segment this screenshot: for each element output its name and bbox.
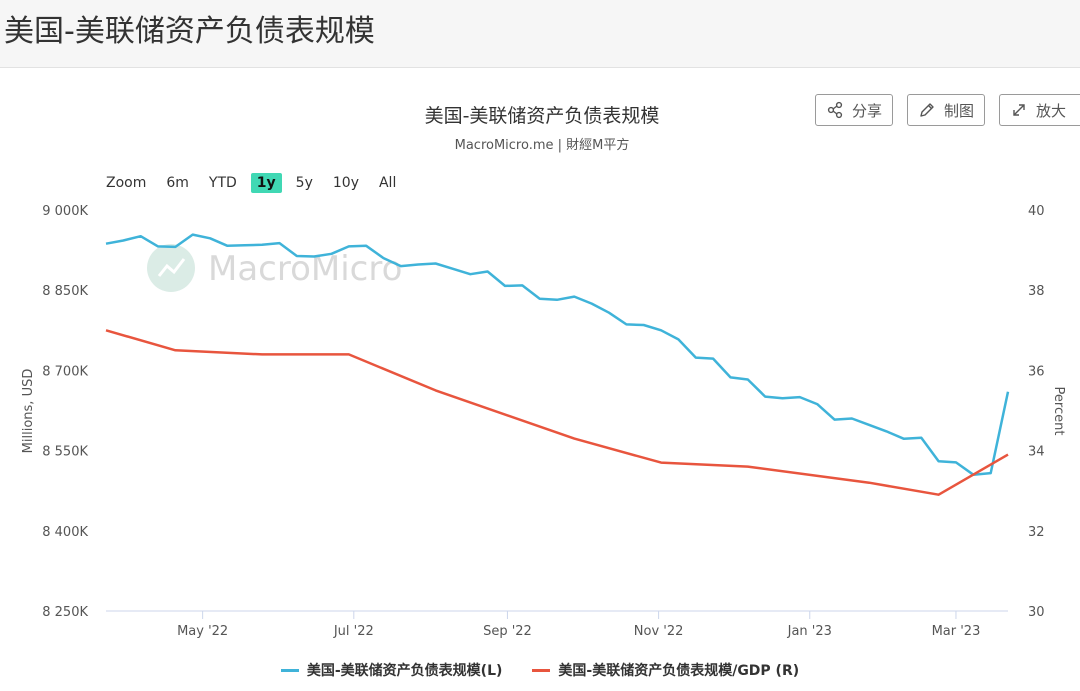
zoom-10y-button[interactable]: 10y bbox=[332, 175, 359, 191]
pencil-icon bbox=[918, 101, 936, 119]
y-tick-label-left: 8 850K bbox=[42, 284, 88, 299]
share-button[interactable]: 分享 bbox=[815, 94, 894, 126]
y-tick-label-right: 32 bbox=[1028, 525, 1045, 540]
series-line-balance-sheet-gdp bbox=[105, 329, 1009, 496]
y-tick-label-left: 8 550K bbox=[42, 445, 88, 460]
zoom-all-button[interactable]: All bbox=[378, 175, 397, 191]
y-tick-label-right: 38 bbox=[1028, 284, 1045, 299]
x-tick-label: Sep '22 bbox=[483, 624, 532, 639]
y-tick-label-left: 9 000K bbox=[42, 204, 88, 219]
chart-card bbox=[0, 69, 1080, 691]
chart-legend: 美国-美联储资产负债表规模(L) 美国-美联储资产负债表规模/GDP (R) bbox=[0, 660, 1080, 680]
x-tick-label: Mar '23 bbox=[932, 624, 981, 639]
expand-button[interactable]: 放大 bbox=[999, 94, 1080, 126]
page-header: 美国-美联储资产负债表规模 bbox=[0, 0, 1080, 68]
legend-item-left-series[interactable]: 美国-美联储资产负债表规模(L) bbox=[280, 660, 503, 680]
share-icon bbox=[826, 101, 844, 119]
legend-label-right: 美国-美联储资产负债表规模/GDP (R) bbox=[558, 663, 800, 679]
chart-subtitle: MacroMicro.me | 財經M平方 bbox=[454, 138, 630, 153]
chart-title: 美国-美联储资产负债表规模 bbox=[424, 105, 660, 127]
y-axis-title-left: Millions, USD bbox=[21, 369, 36, 454]
watermark: MacroMicro bbox=[147, 244, 402, 292]
y-tick-label-right: 40 bbox=[1028, 204, 1045, 219]
page-title: 美国-美联储资产负债表规模 bbox=[4, 14, 375, 49]
y-tick-label-left: 8 700K bbox=[42, 364, 88, 379]
legend-label-left: 美国-美联储资产负债表规模(L) bbox=[306, 663, 503, 679]
share-label: 分享 bbox=[852, 101, 883, 120]
zoom-6m-button[interactable]: 6m bbox=[166, 175, 189, 191]
zoom-ytd-button[interactable]: YTD bbox=[208, 175, 237, 191]
x-tick-label: Nov '22 bbox=[634, 624, 684, 639]
y-tick-label-left: 8 250K bbox=[42, 605, 88, 620]
expand-icon bbox=[1010, 101, 1028, 119]
y-axis-title-right: Percent bbox=[1051, 387, 1066, 436]
legend-swatch-right bbox=[532, 668, 551, 672]
x-tick-label: Jul '22 bbox=[333, 624, 374, 639]
x-tick-label: Jan '23 bbox=[787, 624, 832, 639]
zoom-bar: Zoom 6m YTD 1y 5y 10y All bbox=[106, 172, 410, 194]
draw-button[interactable]: 制图 bbox=[907, 94, 986, 126]
y-tick-label-right: 30 bbox=[1028, 605, 1045, 620]
x-tick-label: May '22 bbox=[177, 624, 228, 639]
zoom-label: Zoom bbox=[106, 175, 147, 191]
y-tick-label-right: 34 bbox=[1028, 445, 1045, 460]
zoom-5y-button[interactable]: 5y bbox=[295, 175, 313, 191]
y-tick-label-left: 8 400K bbox=[42, 525, 88, 540]
zoom-1y-button[interactable]: 1y bbox=[250, 173, 282, 193]
expand-label: 放大 bbox=[1036, 101, 1067, 120]
series-line-balance-sheet bbox=[105, 233, 1010, 476]
chart-series bbox=[105, 233, 1010, 496]
chart-axes: 9 000K 8 850K 8 700K 8 550K 8 400K 8 250K 40 38… bbox=[21, 204, 1066, 639]
legend-swatch-left bbox=[280, 668, 299, 672]
draw-label: 制图 bbox=[944, 101, 975, 120]
y-tick-label-right: 36 bbox=[1028, 364, 1045, 379]
legend-item-right-series[interactable]: 美国-美联储资产负债表规模/GDP (R) bbox=[532, 660, 799, 680]
